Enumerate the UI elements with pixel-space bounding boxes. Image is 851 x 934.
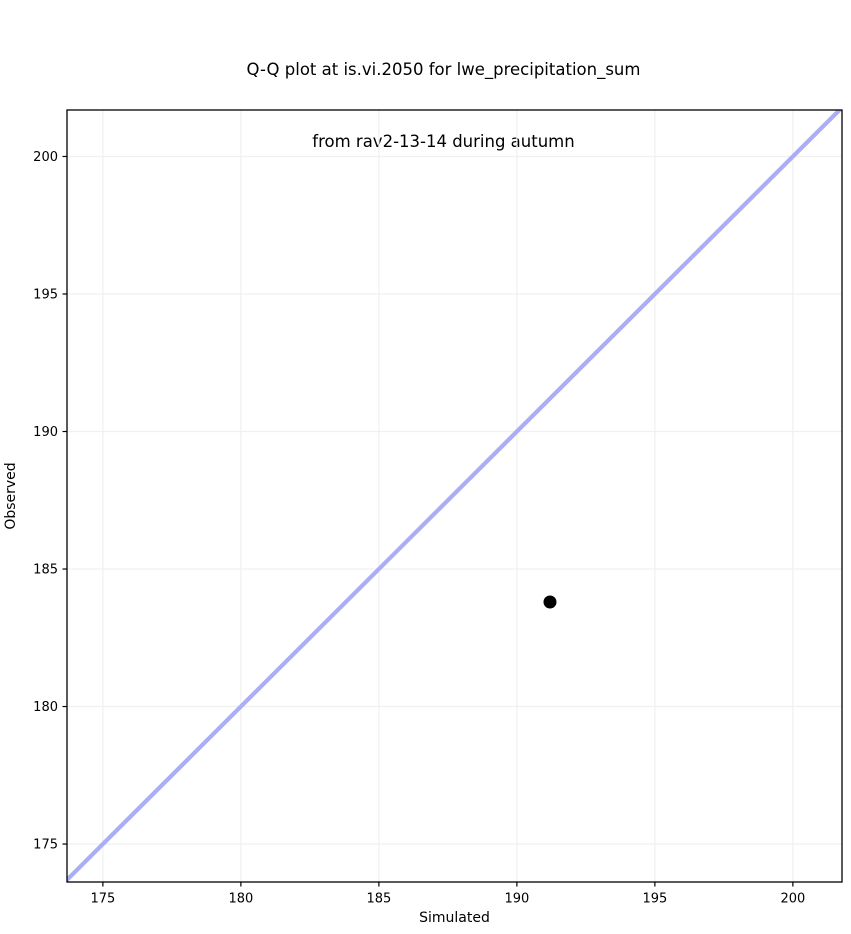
y-tick-label: 175 [33,838,58,853]
plot-border [66,109,843,883]
data-point [543,595,557,609]
y-tick-label: 195 [33,287,58,302]
x-tick-label: 190 [504,892,529,907]
identity-line [67,110,842,882]
y-axis-label: Observed [3,462,19,529]
y-tick-label: 190 [33,425,58,440]
y-tick-label: 200 [33,150,58,165]
x-tick-label: 185 [366,892,391,907]
y-tick-label: 185 [33,563,58,578]
x-tick-label: 200 [780,892,805,907]
x-tick-label: 175 [90,892,115,907]
x-tick-label: 180 [228,892,253,907]
y-tick-label: 180 [33,700,58,715]
x-axis-label: Simulated [419,910,490,926]
x-tick-label: 195 [642,892,667,907]
chart-title-line1: Q-Q plot at is.vi.2050 for lwe_precipita… [246,60,641,79]
